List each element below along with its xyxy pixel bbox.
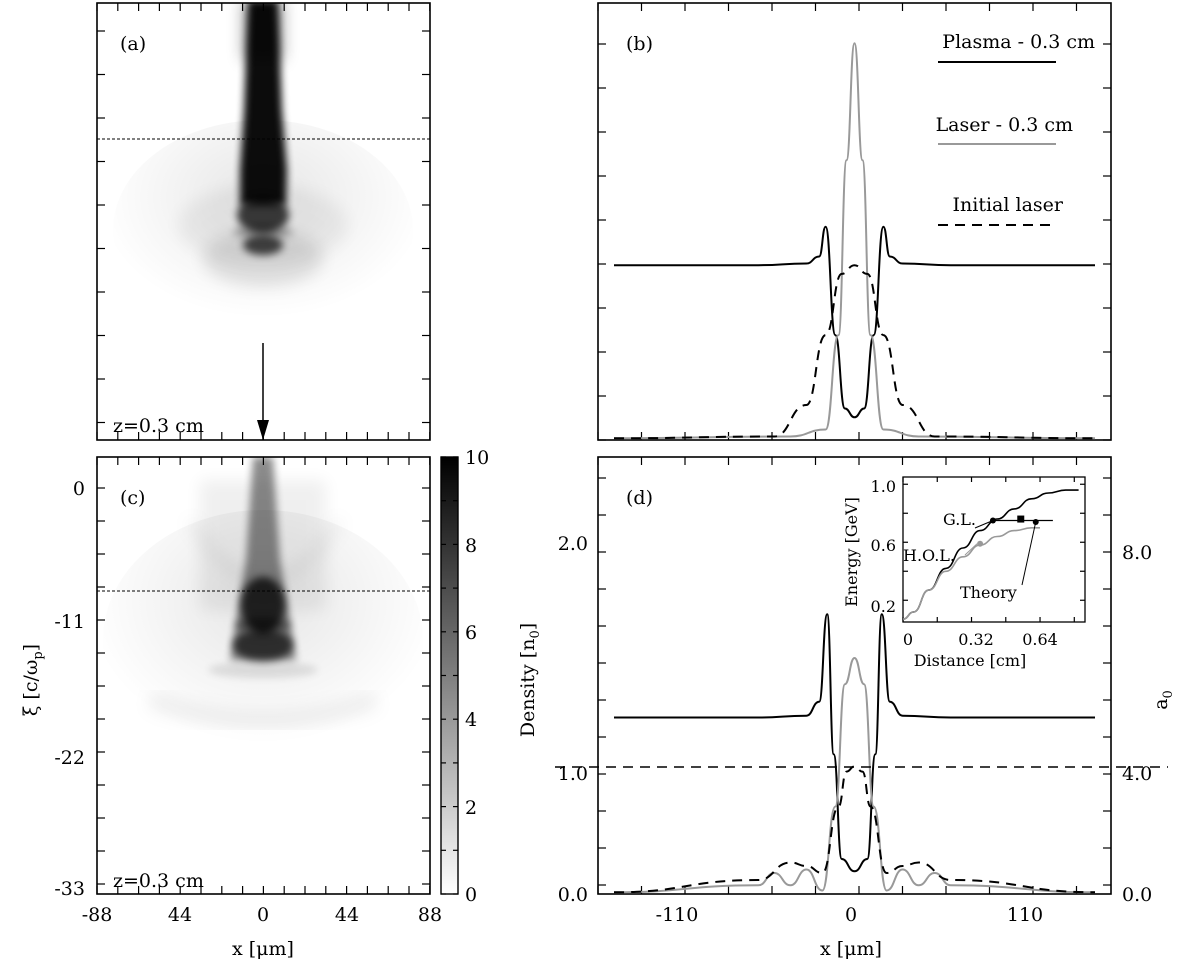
legend-initial-label: Initial laser <box>953 194 1064 216</box>
inset-marker-h-o-l- <box>977 540 984 547</box>
colorbar-label: 6 <box>465 622 477 644</box>
x-tick-label: 88 <box>418 904 442 926</box>
x-tick-labels-d: -110 0 110 <box>656 904 1043 926</box>
inset-y-tick: 0.2 <box>871 597 896 616</box>
legend-plasma-label: Plasma - 0.3 cm <box>942 31 1095 53</box>
inset: 0 0.32 0.64 Distance [cm] 0.2 0.6 1.0 En… <box>842 476 1086 670</box>
series-line-plasma <box>614 613 1095 873</box>
inset-ticks <box>902 477 1085 622</box>
y-tick-label: 0.0 <box>558 884 588 906</box>
inset-annotation-theory: Theory <box>960 583 1017 602</box>
leader-theory <box>1021 521 1037 586</box>
arrow-head-a <box>257 420 269 440</box>
colorbar-label: 0 <box>465 884 477 906</box>
inset-frame <box>902 476 1086 623</box>
x-tick-label: 110 <box>1007 904 1043 926</box>
colorbar-label: 4 <box>465 709 477 731</box>
y-tick-labels-c: 0 -11 -22 -33 <box>54 478 85 900</box>
series-line-laser-0-3-cm <box>613 42 1096 440</box>
colorbar-ticks <box>441 456 458 895</box>
panel-a-label: (a) <box>120 33 146 55</box>
inset-marker-square <box>1017 515 1025 523</box>
colorbar: 0 2 4 6 8 10 <box>440 447 489 906</box>
y-tick-label: -22 <box>54 747 85 769</box>
y-tick-label: 1.0 <box>558 763 588 785</box>
colorbar-label: 10 <box>465 447 489 469</box>
ticks-b <box>597 3 1111 441</box>
y-tick-label: 8.0 <box>1122 542 1152 564</box>
panel-d-label: (d) <box>626 487 653 509</box>
inset-y-label: Energy [GeV] <box>842 497 861 607</box>
legend-laser-label: Laser - 0.3 cm <box>936 114 1073 136</box>
y-tick-label: 0.0 <box>1122 884 1152 906</box>
colorbar-label: 8 <box>465 535 477 557</box>
series-b <box>613 42 1096 440</box>
inset-y-tick: 1.0 <box>871 477 896 496</box>
panel-c-z-label: z=0.3 cm <box>113 870 204 892</box>
x-axis-label-d: x [μm] <box>820 938 882 960</box>
series-line-initial-laser <box>613 765 1096 894</box>
y-tick-label: 2.0 <box>558 533 588 555</box>
y-tick-labels-right-d: 0.0 4.0 8.0 <box>1122 542 1152 906</box>
panel-d: (d) 0.0 1.0 2.0 0.0 4.0 8.0 -110 0 110 x… <box>517 456 1176 960</box>
frame-b <box>597 2 1112 441</box>
x-axis-label-c: x [μm] <box>232 938 294 960</box>
leader-hol <box>964 543 978 556</box>
panel-c-label: (c) <box>120 487 145 509</box>
y-tick-label: 0 <box>73 478 85 500</box>
x-tick-label: -110 <box>656 904 699 926</box>
inset-x-tick: 0.64 <box>1022 630 1058 649</box>
inset-annotation-hol: H.O.L. <box>903 546 955 565</box>
y-tick-label: -11 <box>54 611 85 633</box>
y-axis-label-c: ξ [c/ωp] <box>20 644 46 716</box>
x-tick-labels-c: -88 44 0 44 88 <box>82 904 442 926</box>
series-line-laser <box>613 656 1096 894</box>
inset-x-label: Distance [cm] <box>914 651 1027 670</box>
series-line-initial-laser <box>613 264 1096 440</box>
leader-gl <box>974 520 994 529</box>
x-tick-label: 0 <box>845 904 857 926</box>
inset-x-tick: 0.32 <box>958 630 994 649</box>
frame-d <box>597 456 1112 895</box>
inset-x-tick: 0 <box>903 630 913 649</box>
y-axis-label-right-d: a0 <box>1150 690 1176 710</box>
panel-b-label: (b) <box>626 33 653 55</box>
inset-y-tick: 0.6 <box>871 536 896 555</box>
y-tick-labels-left-d: 0.0 1.0 2.0 <box>558 533 588 906</box>
panel-a: (a) z=0.3 cm <box>96 2 431 441</box>
y-tick-label: -33 <box>54 878 85 900</box>
y-tick-label: 4.0 <box>1122 763 1152 785</box>
ticks-a <box>96 3 431 440</box>
panel-c: (c) z=0.3 cm 0 -11 -22 -33 -88 44 0 44 8… <box>20 456 442 960</box>
y-axis-label-left-d: Density [n0] <box>517 623 543 737</box>
x-tick-label: 44 <box>168 904 192 926</box>
panel-b: (b) Plasma - 0.3 cm Laser - 0.3 cm Initi… <box>597 2 1112 441</box>
x-tick-label: 0 <box>257 904 269 926</box>
ticks-c <box>96 457 431 894</box>
series-line-plasma-0-3-cm <box>613 225 1095 419</box>
heatmap-a <box>113 3 413 340</box>
x-tick-label: 44 <box>335 904 359 926</box>
heatmap-c <box>103 457 423 770</box>
colorbar-label: 2 <box>465 797 477 819</box>
panel-a-z-label: z=0.3 cm <box>113 415 204 437</box>
series-d <box>613 613 1096 894</box>
x-tick-label: -88 <box>82 904 113 926</box>
inset-series <box>902 489 1079 620</box>
inset-annotation-gl: G.L. <box>943 510 976 529</box>
inset-series-line-1 <box>902 527 1040 620</box>
